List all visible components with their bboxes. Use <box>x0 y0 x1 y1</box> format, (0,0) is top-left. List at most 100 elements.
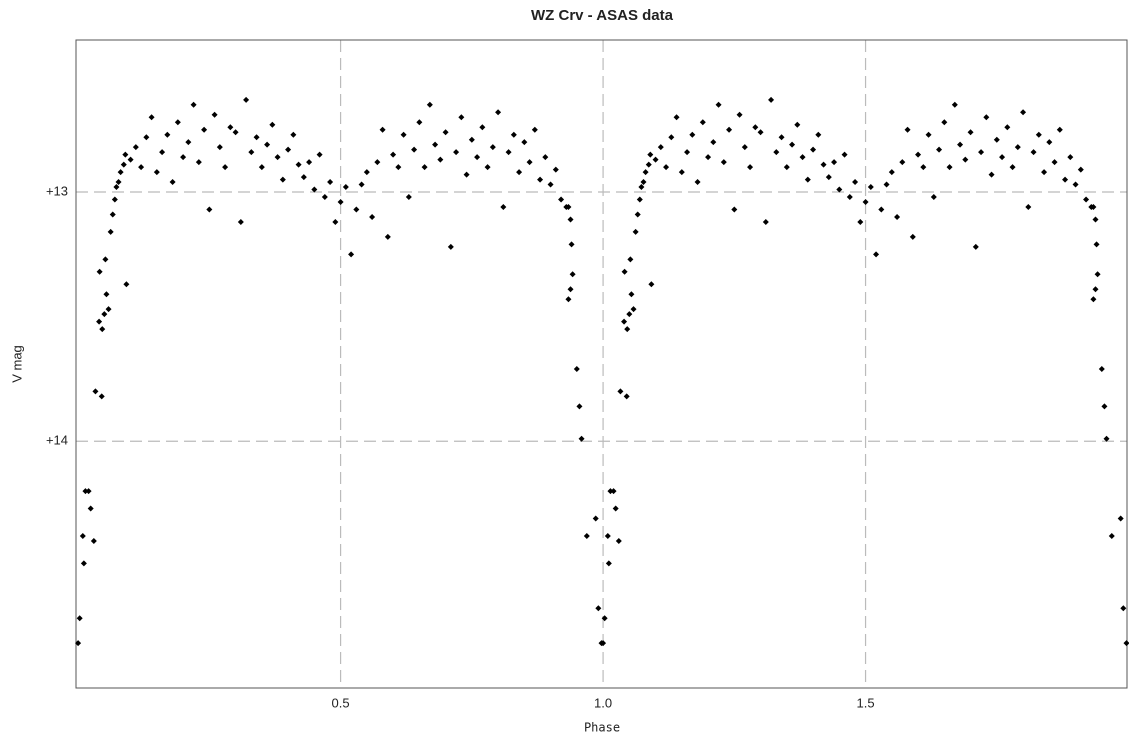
x-tick-label: 1.0 <box>594 695 612 710</box>
data-point <box>505 149 512 156</box>
data-point <box>463 171 470 178</box>
data-point <box>531 126 538 133</box>
data-point <box>82 488 89 495</box>
data-point <box>636 196 643 203</box>
data-point <box>726 126 733 133</box>
data-point <box>107 228 114 235</box>
data-point <box>311 186 318 193</box>
data-point <box>264 141 271 148</box>
data-point <box>190 101 197 108</box>
data-point <box>623 393 630 400</box>
data-point <box>1056 126 1063 133</box>
data-point <box>390 151 397 158</box>
data-point <box>442 129 449 136</box>
data-point <box>132 144 139 151</box>
data-point <box>111 196 118 203</box>
data-point <box>405 194 412 201</box>
data-point <box>815 131 822 138</box>
data-point <box>1123 640 1129 647</box>
data-point <box>1103 435 1110 442</box>
data-point <box>752 124 759 131</box>
data-point <box>90 537 97 544</box>
plot-frame <box>75 39 1128 689</box>
data-point <box>878 206 885 213</box>
data-point <box>285 146 292 153</box>
data-point <box>453 149 460 156</box>
data-point <box>122 151 129 158</box>
data-point <box>638 184 645 191</box>
data-point <box>569 271 576 278</box>
data-point <box>612 505 619 512</box>
data-point <box>1051 159 1058 166</box>
data-point <box>778 134 785 141</box>
data-point <box>75 640 82 647</box>
data-point <box>484 164 491 171</box>
data-point <box>222 164 229 171</box>
data-point <box>640 179 647 186</box>
data-point <box>757 129 764 136</box>
data-point <box>604 532 611 539</box>
data-point <box>617 388 624 395</box>
data-point <box>180 154 187 161</box>
data-point <box>96 268 103 275</box>
data-point <box>295 161 302 168</box>
data-point <box>1020 109 1027 116</box>
data-point <box>857 218 864 225</box>
data-point <box>274 154 281 161</box>
data-point <box>479 124 486 131</box>
data-point <box>610 488 617 495</box>
data-point <box>573 365 580 372</box>
data-point <box>1030 149 1037 156</box>
data-point <box>789 141 796 148</box>
data-point <box>624 326 631 333</box>
data-point <box>1108 532 1115 539</box>
data-point <box>621 318 628 325</box>
data-point <box>537 176 544 183</box>
data-point <box>558 196 565 203</box>
data-point <box>253 134 260 141</box>
data-point <box>258 164 265 171</box>
data-point <box>710 139 717 146</box>
data-point <box>474 154 481 161</box>
data-point <box>794 121 801 128</box>
data-point <box>632 228 639 235</box>
data-point <box>321 194 328 201</box>
data-point <box>153 169 160 176</box>
data-point <box>867 184 874 191</box>
data-point <box>978 149 985 156</box>
data-point <box>615 537 622 544</box>
data-point <box>567 286 574 293</box>
data-point <box>1009 164 1016 171</box>
data-point <box>123 281 130 288</box>
data-point <box>411 146 418 153</box>
data-point <box>174 119 181 126</box>
data-point <box>432 141 439 148</box>
data-point <box>216 144 223 151</box>
data-point <box>862 199 869 205</box>
data-point <box>279 176 286 183</box>
data-point <box>243 96 250 103</box>
data-point <box>120 161 127 168</box>
data-point <box>747 164 754 171</box>
data-point <box>101 311 108 318</box>
data-point <box>79 532 86 539</box>
data-point <box>645 161 652 168</box>
data-point <box>337 199 344 205</box>
data-point <box>894 213 901 220</box>
data-point <box>1098 365 1105 372</box>
data-point <box>773 149 780 156</box>
x-axis-label: Phase <box>584 721 620 735</box>
data-point <box>1101 403 1108 410</box>
data-point <box>342 184 349 191</box>
data-point <box>495 109 502 116</box>
data-point <box>500 203 507 210</box>
data-point <box>576 403 583 410</box>
data-point <box>201 126 208 133</box>
x-tick-label: 0.5 <box>332 695 350 710</box>
data-point <box>87 505 94 512</box>
y-axis-label: V mag <box>9 345 24 383</box>
data-point <box>105 306 112 313</box>
data-point <box>510 131 517 138</box>
data-point <box>983 114 990 121</box>
